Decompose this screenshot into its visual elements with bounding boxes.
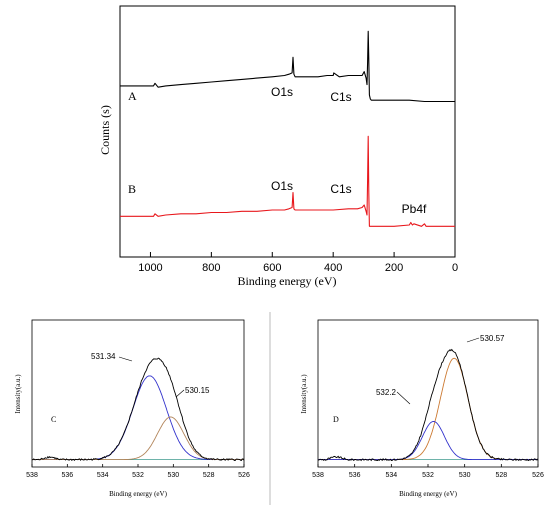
survey-x-tick-label: 1000 <box>138 262 162 274</box>
d-x-tick-label: 538 <box>312 472 324 479</box>
d-peak-leader-2 <box>396 391 411 405</box>
panel-c-x-axis-label: Binding energy (eV) <box>109 490 167 498</box>
panel-c-curves <box>31 357 245 462</box>
c-x-tick-label: 528 <box>203 472 215 479</box>
survey-o1s-label-a: O1s <box>271 85 293 99</box>
o1s-panel-c: 538 536 534 532 530 528 526 531.34 530.15 C Bin… <box>14 319 250 498</box>
c-x-tick-label: 536 <box>61 472 73 479</box>
panel-c-y-axis-label: Intensity(a.u.) <box>14 374 22 414</box>
c-peak-leader-2 <box>175 389 185 398</box>
d-x-tick-label: 528 <box>495 472 507 479</box>
survey-x-tick-label: 200 <box>385 262 403 274</box>
panel-c-x-ticks: 538 536 534 532 530 528 526 <box>26 464 250 479</box>
series-b-label: B <box>128 182 136 196</box>
c-component-peak-2 <box>32 416 244 461</box>
d-x-tick-label: 534 <box>385 472 397 479</box>
survey-x-tick-label: 0 <box>452 262 458 274</box>
survey-plot-frame <box>119 5 456 258</box>
survey-series-a <box>120 30 455 103</box>
d-peak-leader-1 <box>466 337 480 343</box>
panel-c-label: C <box>51 415 56 424</box>
survey-o1s-label-b: O1s <box>271 179 293 193</box>
d-x-tick-label: 532 <box>422 472 434 479</box>
survey-series-group <box>120 30 455 227</box>
survey-c1s-label-a: C1s <box>330 90 351 104</box>
c-peak-leader-1 <box>118 356 133 362</box>
c-x-tick-label: 530 <box>167 472 179 479</box>
survey-x-tick-label: 400 <box>324 262 342 274</box>
survey-c1s-label-b: C1s <box>330 182 351 196</box>
survey-annotations: A O1s C1s B O1s C1s Pb4f <box>128 85 427 216</box>
panel-d-x-axis-label: Binding energy (eV) <box>399 490 457 498</box>
survey-x-axis-label: Binding energy (eV) <box>237 274 336 288</box>
c-component-peak-1 <box>32 375 244 461</box>
d-x-tick-label: 526 <box>532 472 544 479</box>
survey-series-b <box>120 135 455 227</box>
panel-d-y-axis-label: Intensity(a.u.) <box>300 374 308 414</box>
panel-d-peak-labels: 530.57 532.2 <box>376 334 505 405</box>
survey-spectrum-panel: 1000 800 600 400 200 0 A O1s C1s B O1s C1s Pb4f Bin… <box>98 5 458 288</box>
c-x-tick-label: 534 <box>97 472 109 479</box>
c-x-tick-label: 532 <box>132 472 144 479</box>
series-a-label: A <box>128 89 137 103</box>
d-component-peak-2 <box>318 420 538 461</box>
c-peak-label-2: 530.15 <box>185 386 210 395</box>
c-x-tick-label: 526 <box>238 472 250 479</box>
d-peak-label-1: 530.57 <box>480 334 505 343</box>
survey-y-axis-label: Counts (s) <box>98 105 112 155</box>
panel-d-label: D <box>333 415 339 424</box>
c-peak-label-1: 531.34 <box>91 352 116 361</box>
survey-pb4f-label: Pb4f <box>402 202 427 216</box>
panel-d-curves <box>317 348 539 462</box>
survey-x-ticks: 1000 800 600 400 200 0 <box>138 252 458 274</box>
d-x-tick-label: 536 <box>349 472 361 479</box>
d-peak-label-2: 532.2 <box>376 388 397 397</box>
panel-d-x-ticks: 538 536 534 532 530 528 526 <box>312 464 544 479</box>
c-x-tick-label: 538 <box>26 472 38 479</box>
c-envelope <box>31 357 245 462</box>
o1s-panel-d: 538 536 534 532 530 528 526 530.57 532.2 D Bind… <box>300 319 544 498</box>
survey-x-tick-label: 800 <box>202 262 220 274</box>
d-x-tick-label: 530 <box>459 472 471 479</box>
panel-c-peak-labels: 531.34 530.15 <box>91 352 210 398</box>
panel-d-frame <box>317 319 539 468</box>
survey-x-tick-label: 600 <box>263 262 281 274</box>
d-envelope <box>317 348 539 462</box>
